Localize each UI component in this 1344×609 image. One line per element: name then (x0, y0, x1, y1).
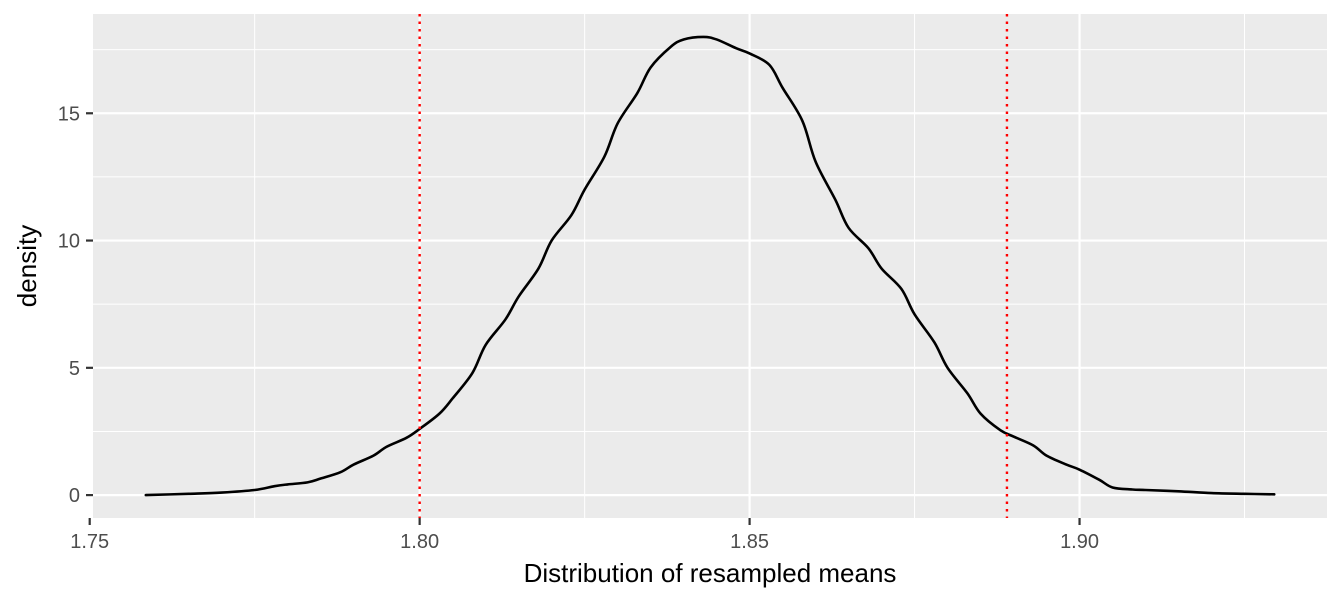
y-axis: 0 5 10 15 (58, 103, 93, 507)
reference-lines (418, 14, 1009, 518)
x-tick-label: 1.80 (400, 531, 439, 553)
y-tick-label: 10 (58, 231, 80, 253)
x-tick-label: 1.90 (1060, 531, 1099, 553)
plot-panel (93, 14, 1327, 518)
density-curve-0 (144, 35, 1276, 497)
x-axis: 1.75 1.80 1.85 1.90 (70, 518, 1099, 553)
y-tick-label: 15 (58, 103, 80, 125)
minor-gridlines (93, 14, 1327, 518)
y-tick-label: 0 (69, 485, 80, 507)
y-axis-title: density (12, 225, 42, 307)
y-tick-label: 5 (69, 358, 80, 380)
x-axis-title: Distribution of resampled means (524, 558, 897, 588)
x-tick-label: 1.85 (730, 531, 769, 553)
series-layer (144, 35, 1276, 497)
x-tick-label: 1.75 (70, 531, 109, 553)
